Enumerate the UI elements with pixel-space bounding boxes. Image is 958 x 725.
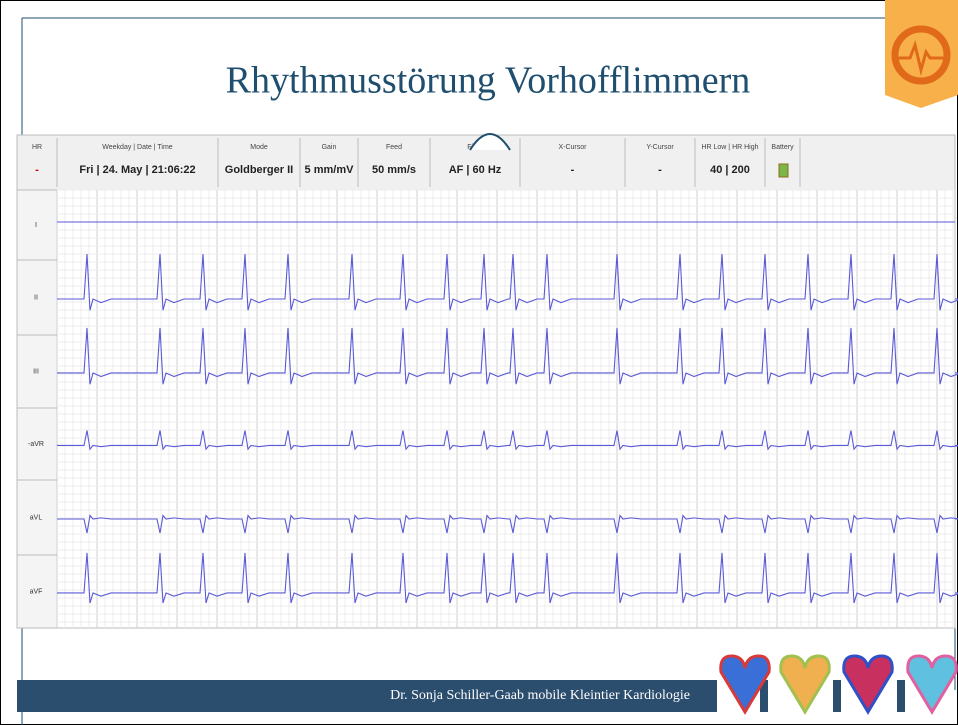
ecg-trace	[57, 327, 958, 385]
footer-divider	[833, 680, 841, 712]
header-label: Feed	[386, 144, 402, 151]
header-label: HR Low | HR High	[701, 144, 758, 151]
footer-text: Dr. Sonja Schiller-Gaab mobile Kleintier…	[390, 688, 690, 703]
footer-divider	[897, 680, 905, 712]
lead-label: III	[33, 368, 39, 375]
frame-lines	[21, 17, 956, 725]
lead-label: aVL	[30, 514, 43, 521]
heart-icon	[719, 654, 771, 715]
header-label: Mode	[250, 144, 268, 151]
lead-label: II	[34, 294, 38, 301]
slide-title: Rhythmusstörung Vorhofflimmern	[226, 60, 751, 102]
heart-icon	[906, 654, 958, 715]
header-value: 50 mm/s	[372, 164, 416, 176]
ecg-trace	[57, 552, 958, 604]
header-value: -	[571, 164, 575, 176]
header-label: X-Cursor	[558, 144, 587, 151]
logo	[885, 0, 958, 108]
lead-label: -aVR	[28, 441, 44, 448]
header-value: AF | 60 Hz	[449, 164, 502, 176]
header-value: -	[35, 164, 39, 176]
lead-label: I	[35, 222, 37, 229]
header-label: HR	[32, 144, 42, 151]
lead-label: aVF	[30, 588, 43, 595]
ecg-trace	[57, 253, 958, 311]
title-arc	[469, 133, 511, 151]
header-value: Goldberger II	[225, 164, 293, 176]
header-value: Fri | 24. May | 21:06:22	[79, 164, 195, 176]
header-label: Gain	[322, 144, 337, 151]
footer-divider	[760, 680, 768, 712]
header-value: 5 mm/mV	[305, 164, 355, 176]
header-label: Battery	[771, 144, 794, 151]
ecg-trace	[57, 514, 958, 534]
heart-icon	[842, 654, 894, 715]
ecg-screenshot: HR - Weekday | Date | Time Fri | 24. May | …	[16, 134, 958, 629]
heart-icon	[779, 654, 831, 715]
header-value: -	[658, 164, 662, 176]
header-value: 40 | 200	[710, 164, 750, 176]
footer-bar	[17, 680, 717, 712]
header-label: Weekday | Date | Time	[102, 144, 173, 151]
ecg-trace	[57, 430, 958, 451]
header-label: Y-Cursor	[646, 144, 674, 151]
battery-icon	[778, 163, 789, 178]
